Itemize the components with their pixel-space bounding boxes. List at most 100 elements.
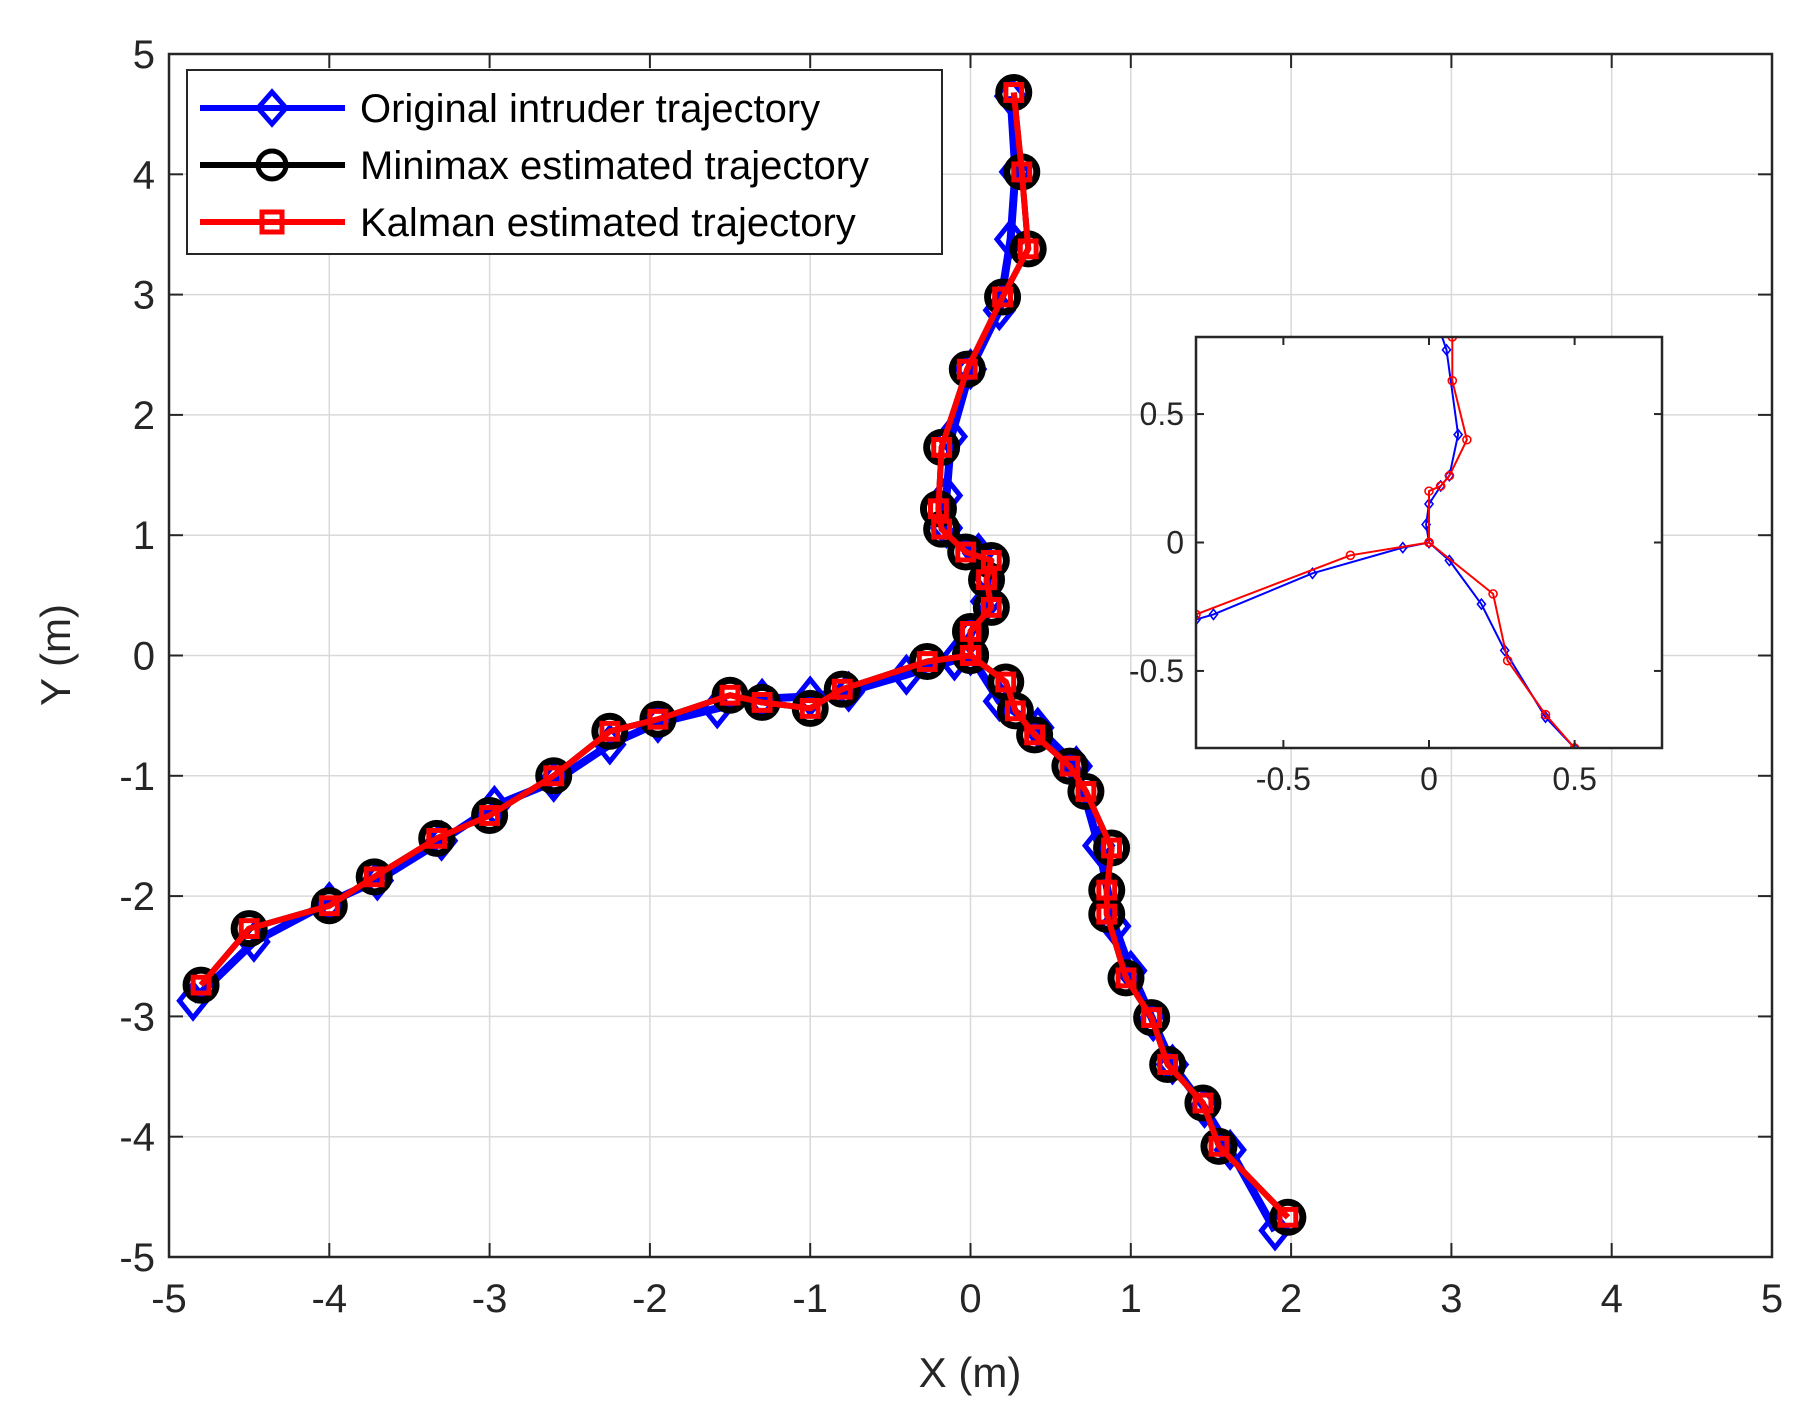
x-tick-label: 4 bbox=[1601, 1277, 1623, 1321]
data-point-square bbox=[1115, 967, 1137, 989]
data-point-square bbox=[479, 805, 501, 826]
y-axis-label: Y (m) bbox=[32, 604, 79, 706]
inset-data-point-diamond bbox=[1499, 644, 1510, 657]
x-tick-label: 1 bbox=[1120, 1277, 1142, 1321]
inset-data-point-circle bbox=[1540, 709, 1551, 720]
y-tick-label: -4 bbox=[119, 1116, 155, 1160]
data-point-square bbox=[931, 436, 953, 458]
data-point-square bbox=[238, 918, 260, 940]
x-tick-label: 5 bbox=[1761, 1277, 1783, 1321]
data-point-circle bbox=[711, 676, 749, 714]
data-point-circle bbox=[535, 757, 573, 795]
x-tick-label: -3 bbox=[472, 1277, 508, 1321]
legend-entry-original: Original intruder trajectory bbox=[200, 87, 820, 131]
inset-data-point-diamond bbox=[1444, 554, 1455, 567]
y-tick-label: 2 bbox=[133, 394, 155, 438]
data-point-square bbox=[831, 678, 853, 700]
inset-data-point-circle bbox=[1435, 481, 1446, 491]
data-point-circle bbox=[1149, 1046, 1187, 1084]
y-tick-label: 1 bbox=[133, 514, 155, 558]
x-tick-label: 0 bbox=[959, 1277, 981, 1321]
y-tick-label: 5 bbox=[133, 33, 155, 77]
legend-marker-square bbox=[259, 209, 285, 235]
inset-series-line-circle bbox=[1428, 541, 1576, 748]
data-point-square bbox=[543, 765, 565, 787]
data-point-circle bbox=[1016, 716, 1054, 754]
inset-data-point-circle bbox=[1502, 655, 1513, 666]
series-line-square bbox=[198, 652, 971, 988]
data-point-square bbox=[1003, 82, 1025, 103]
data-point-square bbox=[1017, 238, 1039, 260]
x-tick-label: -4 bbox=[312, 1277, 348, 1321]
inset-data-point-diamond bbox=[1453, 428, 1464, 441]
inset-data-point-diamond bbox=[1476, 597, 1487, 611]
legend-marker-diamond bbox=[254, 88, 290, 128]
inset-series-line-circle bbox=[1428, 337, 1468, 543]
inset-data-point-diamond bbox=[1208, 608, 1219, 621]
data-point-square bbox=[955, 541, 977, 563]
inset-x-tick-label: 0 bbox=[1420, 761, 1438, 797]
inset-data-point-circle bbox=[1447, 375, 1458, 386]
y-tick-label: -3 bbox=[119, 995, 155, 1039]
data-point-square bbox=[980, 550, 1002, 571]
y-tick-label: 4 bbox=[133, 153, 155, 197]
data-point-square bbox=[751, 691, 773, 713]
data-point-circle bbox=[1067, 772, 1105, 810]
data-point-square bbox=[928, 498, 949, 520]
data-point-circle bbox=[1107, 959, 1145, 997]
y-tick-label: -1 bbox=[119, 755, 155, 799]
data-point-circle bbox=[471, 796, 509, 834]
inset-series bbox=[1196, 337, 1580, 748]
data-point-square bbox=[992, 286, 1013, 308]
data-point-circle bbox=[984, 278, 1022, 316]
data-point-square bbox=[719, 684, 741, 706]
data-point-circle bbox=[182, 966, 220, 1004]
data-point-square bbox=[1101, 837, 1122, 859]
data-point-square bbox=[1075, 781, 1097, 802]
data-point-square bbox=[1277, 1206, 1299, 1228]
data-point-square bbox=[1096, 903, 1118, 925]
legend-entry-minimax: Minimax estimated trajectory bbox=[200, 144, 869, 188]
inset-ticks: -0.5 0 0.5 -0.5 0 0.5 bbox=[1129, 337, 1662, 797]
data-point-circle bbox=[823, 670, 861, 708]
data-point-circle bbox=[230, 910, 268, 948]
data-point-diamond bbox=[793, 675, 828, 718]
x-tick-label: 3 bbox=[1440, 1277, 1462, 1321]
legend: Original intruder trajectory Minimax est… bbox=[186, 69, 943, 255]
inset-y-tick-label: 0 bbox=[1166, 525, 1184, 561]
inset-data-point-diamond bbox=[1441, 343, 1452, 357]
legend-marker-circle bbox=[255, 148, 289, 182]
data-point-square bbox=[960, 645, 981, 666]
data-point-square bbox=[1192, 1092, 1214, 1114]
data-point-square bbox=[1096, 879, 1118, 901]
inset-data-point-circle bbox=[1196, 609, 1201, 620]
y-tick-label: 3 bbox=[133, 274, 155, 318]
data-point-circle bbox=[1051, 747, 1089, 785]
x-tick-label: -1 bbox=[792, 1277, 828, 1321]
data-point-square bbox=[599, 720, 621, 742]
inset-data-point-diamond bbox=[1444, 469, 1455, 482]
legend-label-minimax: Minimax estimated trajectory bbox=[360, 144, 869, 188]
x-tick-label: -2 bbox=[632, 1277, 668, 1321]
data-point-circle bbox=[310, 887, 348, 925]
x-tick-label: -5 bbox=[151, 1277, 187, 1321]
legend-entry-kalman: Kalman estimated trajectory bbox=[200, 201, 856, 245]
data-point-square bbox=[956, 358, 978, 380]
inset-data-point-circle bbox=[1444, 470, 1455, 481]
main-series bbox=[176, 73, 1307, 1252]
inset-data-point-circle bbox=[1424, 486, 1434, 496]
data-point-square bbox=[799, 698, 821, 719]
data-point-circle bbox=[996, 692, 1034, 730]
data-point-circle bbox=[948, 350, 986, 388]
inset-data-point-circle bbox=[1462, 434, 1472, 445]
y-tick-label: -5 bbox=[119, 1236, 155, 1280]
data-point-square bbox=[1024, 724, 1046, 746]
inset-data-point-circle bbox=[1424, 537, 1434, 548]
main-ticks: -5 -4 -3 -2 -1 0 1 2 3 4 5 -5 -4 -3 -2 -1 0 1 2 3 4 5 bbox=[119, 33, 1783, 1321]
data-point-square bbox=[363, 866, 385, 888]
data-point-square bbox=[960, 621, 981, 642]
inset-y-tick-label: -0.5 bbox=[1129, 653, 1184, 689]
data-point-circle bbox=[1200, 1127, 1238, 1165]
data-point-circle bbox=[355, 858, 393, 896]
